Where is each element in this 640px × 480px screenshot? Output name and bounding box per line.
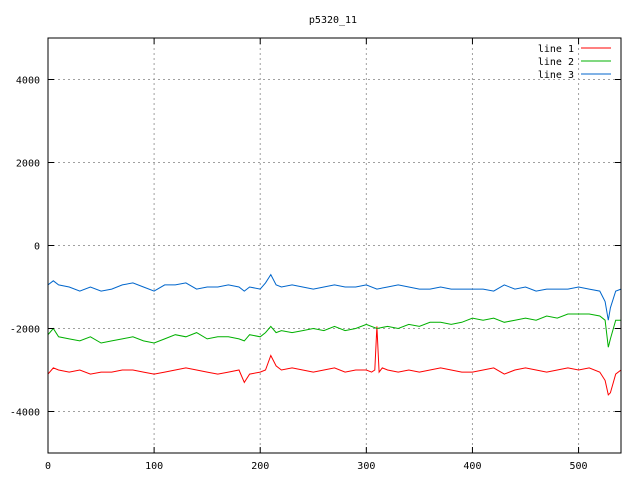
series-group bbox=[47, 273, 622, 396]
chart-title: p5320_11 bbox=[309, 15, 357, 26]
y-tick-label: -2000 bbox=[10, 325, 40, 336]
y-tick-label: 2000 bbox=[16, 159, 40, 170]
x-tick-label: 500 bbox=[570, 461, 588, 472]
x-tick-label: 400 bbox=[463, 461, 481, 472]
grid bbox=[48, 38, 621, 453]
x-tick-label: 0 bbox=[45, 461, 51, 472]
legend: line 1 line 2 line 3 bbox=[538, 44, 611, 81]
y-tick-label: -4000 bbox=[10, 408, 40, 419]
series-line-2 bbox=[47, 313, 621, 348]
legend-label: line 2 bbox=[538, 57, 574, 68]
series-line-1 bbox=[47, 326, 622, 396]
series-line-3 bbox=[47, 273, 622, 321]
axis-ticks: 0 100 200 300 400 500 -4000 -2000 0 2000 4000 bbox=[10, 38, 621, 472]
y-tick-label: 0 bbox=[34, 242, 40, 253]
x-tick-label: 100 bbox=[145, 461, 163, 472]
x-tick-label: 300 bbox=[357, 461, 375, 472]
legend-label: line 1 bbox=[538, 44, 574, 55]
x-tick-label: 200 bbox=[251, 461, 269, 472]
legend-label: line 3 bbox=[538, 70, 574, 81]
y-tick-label: 4000 bbox=[16, 76, 40, 87]
